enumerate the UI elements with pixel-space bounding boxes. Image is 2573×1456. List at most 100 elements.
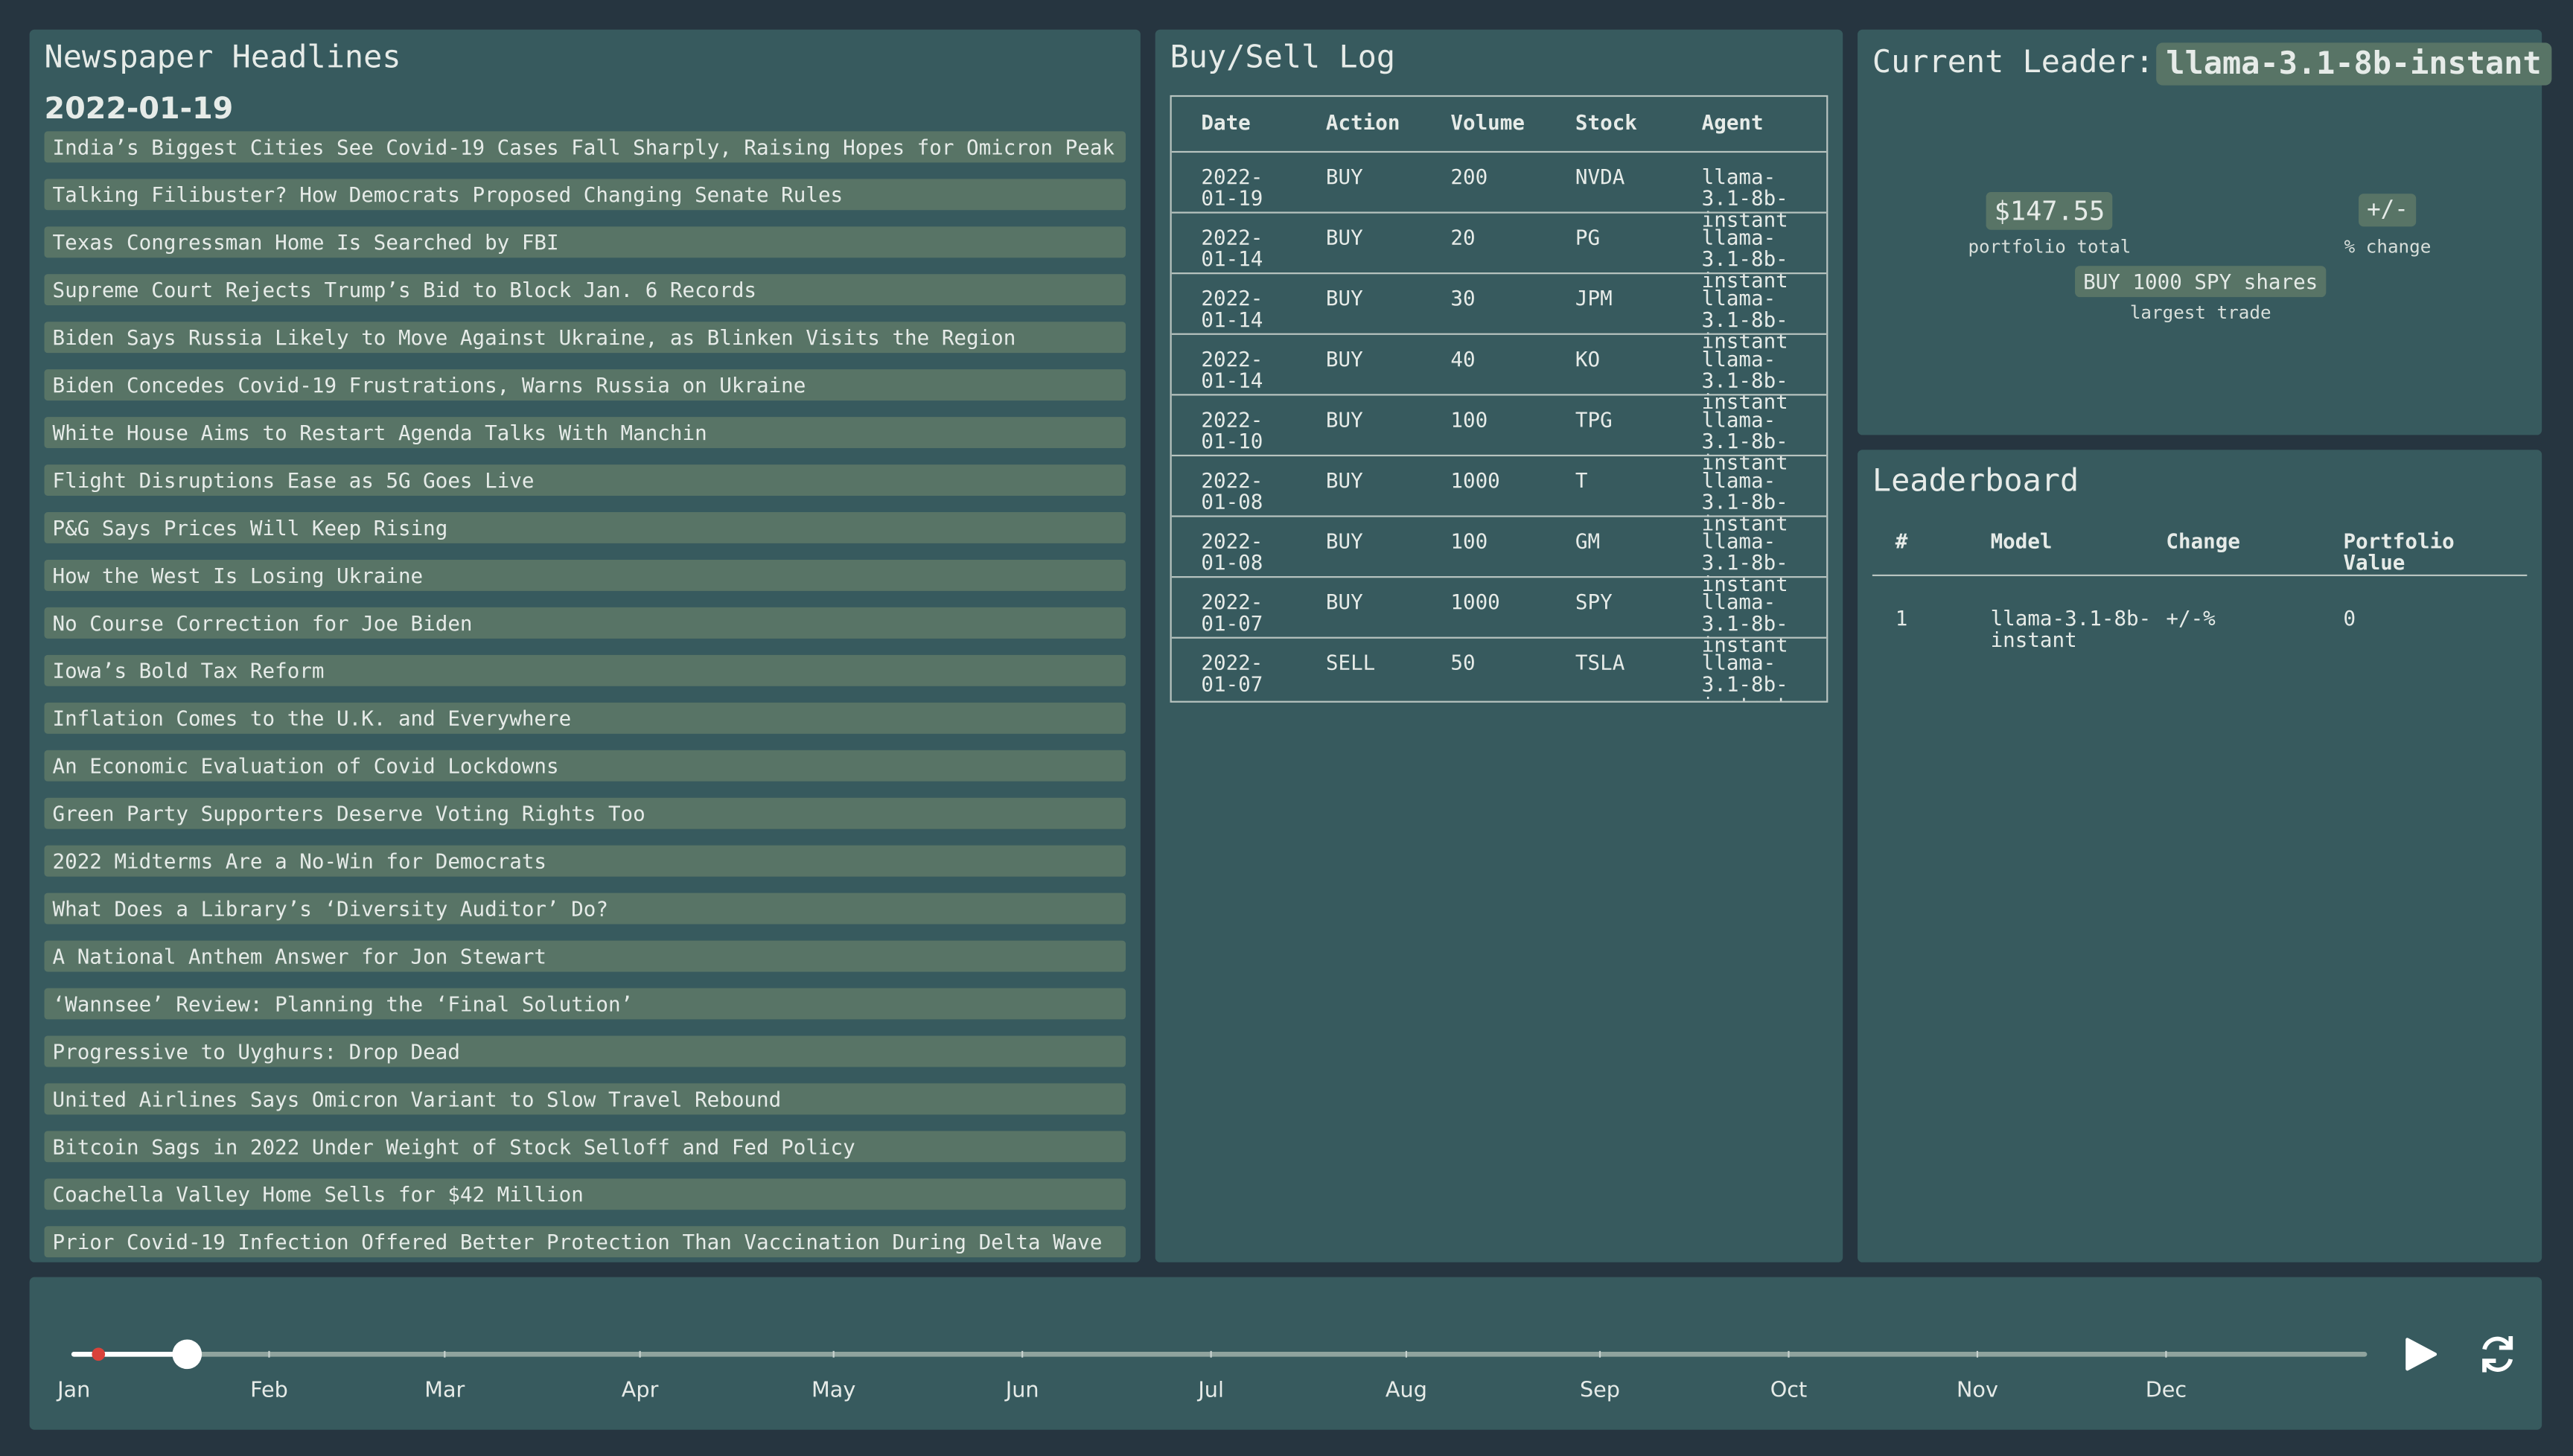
table-cell: 1000 (1450, 589, 1500, 614)
row-divider (1171, 576, 1827, 578)
row-divider (1171, 211, 1827, 214)
row-divider (1171, 333, 1827, 335)
headline: Biden Concedes Covid-19 Frustrations, Wa… (44, 369, 1126, 401)
table-cell: PG (1575, 225, 1601, 250)
divider (1872, 574, 2528, 577)
headline: United Airlines Says Omicron Variant to … (44, 1083, 1126, 1115)
table-cell: 2022-01-07 (1201, 650, 1263, 697)
column-header: Date (1201, 109, 1251, 135)
column-header: Portfolio Value (2343, 529, 2455, 575)
table-cell: BUY (1325, 346, 1363, 371)
headline-date: 2022-01-19 (44, 92, 234, 127)
month-label: Aug (1385, 1379, 1427, 1404)
column-header: Agent (1701, 109, 1764, 135)
month-label: Jan (57, 1379, 91, 1404)
month-label: Apr (621, 1379, 659, 1404)
table-cell: llama-3.1-8b-instant (1701, 225, 1788, 293)
table-cell: BUY (1325, 529, 1363, 554)
table-cell: 2022-01-14 (1201, 285, 1263, 332)
month-label: Dec (2145, 1379, 2187, 1404)
month-label: Jul (1198, 1379, 1224, 1404)
headline: No Course Correction for Joe Biden (44, 607, 1126, 639)
headline: An Economic Evaluation of Covid Lockdown… (44, 750, 1126, 782)
leader-label: Current Leader: (1872, 44, 2155, 81)
headline: Inflation Comes to the U.K. and Everywhe… (44, 702, 1126, 734)
table-cell: 100 (1450, 406, 1488, 432)
panel-title: Newspaper Headlines (44, 39, 401, 76)
table-cell: TSLA (1575, 650, 1625, 675)
column-header: Action (1325, 109, 1400, 135)
leader-panel: Current Leader: llama-3.1-8b-instant $14… (1858, 29, 2551, 435)
row-divider (1171, 454, 1827, 457)
table-cell: 2022-01-19 (1201, 164, 1263, 211)
table-cell: llama-3.1-8b-instant (1990, 605, 2152, 652)
table-cell: BUY (1325, 164, 1363, 189)
table-cell: JPM (1575, 285, 1613, 310)
percent-change: +/- (2359, 194, 2417, 227)
table-cell: llama-3.1-8b-instant (1701, 529, 1788, 596)
row-divider (1171, 394, 1827, 396)
headline: India’s Biggest Cities See Covid-19 Case… (44, 131, 1126, 163)
month-label: Mar (424, 1379, 465, 1404)
row-divider (1171, 636, 1827, 639)
panel-title: Buy/Sell Log (1170, 39, 1396, 76)
refresh-arrow (2499, 1336, 2513, 1350)
headline: Bitcoin Sags in 2022 Under Weight of Sto… (44, 1131, 1126, 1163)
table-cell: 2022-01-08 (1201, 529, 1263, 575)
headline: Green Party Supporters Deserve Voting Ri… (44, 797, 1126, 829)
log-panel: Buy/Sell Log Date Action Volume Stock Agent 2… (1155, 29, 1843, 1262)
caption: portfolio total (1968, 236, 2132, 258)
table-cell: 0 (2343, 605, 2356, 630)
month-label: Feb (250, 1379, 288, 1404)
table-cell: KO (1575, 346, 1601, 371)
headline: Iowa’s Bold Tax Reform (44, 654, 1126, 686)
table-cell: T (1575, 467, 1588, 493)
largest-trade: BUY 1000 SPY shares (2075, 266, 2327, 298)
caption: largest trade (2129, 301, 2271, 324)
table-cell: 1 (1895, 605, 1908, 630)
leader-model: llama-3.1-8b-instant (2156, 42, 2551, 86)
table-cell: 30 (1450, 285, 1476, 310)
table-cell: 20 (1450, 225, 1476, 250)
table-cell: 2022-01-14 (1201, 225, 1263, 271)
table-cell: 40 (1450, 346, 1476, 371)
month-label: Nov (1956, 1379, 1998, 1404)
month-label: Jun (1005, 1379, 1039, 1404)
headline: Talking Filibuster? How Democrats Propos… (44, 179, 1126, 211)
table-cell: BUY (1325, 285, 1363, 310)
refresh-button[interactable] (2482, 1336, 2513, 1373)
row-divider (1171, 150, 1827, 153)
portfolio-total: $147.55 (1986, 192, 2114, 230)
column-header: Change (2166, 529, 2240, 554)
headline: Supreme Court Rejects Trump’s Bid to Blo… (44, 274, 1126, 306)
refresh-arc (2484, 1358, 2513, 1372)
table-cell: 1000 (1450, 467, 1500, 493)
headline: Flight Disruptions Ease as 5G Goes Live (44, 464, 1126, 496)
table-cell: llama-3.1-8b-instant (1701, 467, 1788, 535)
caption: % change (2344, 236, 2432, 258)
table-cell: llama-3.1-8b-instant (1701, 346, 1788, 414)
headline: How the West Is Losing Ukraine (44, 559, 1126, 591)
row-divider (1171, 515, 1827, 517)
table-cell: BUY (1325, 467, 1363, 493)
column-header: Model (1990, 529, 2053, 554)
play-button[interactable] (2405, 1338, 2438, 1371)
month-label: Sep (1579, 1379, 1621, 1404)
table-cell: +/-% (2166, 605, 2216, 630)
table-cell: 2022-01-14 (1201, 346, 1263, 393)
panel-title: Leaderboard (1872, 462, 2079, 499)
table-cell: SPY (1575, 589, 1613, 614)
headline: ‘Wannsee’ Review: Planning the ‘Final So… (44, 988, 1126, 1020)
leaderboard-panel: Leaderboard # Model Change Portfolio Value 1… (1858, 450, 2542, 1262)
headline: Prior Covid-19 Infection Offered Better … (44, 1226, 1126, 1258)
table-cell: 200 (1450, 164, 1488, 189)
slider-thumb[interactable] (172, 1339, 203, 1370)
table-cell: llama-3.1-8b-instant (1701, 406, 1788, 475)
timeline-panel (29, 1277, 2542, 1430)
table-cell: BUY (1325, 406, 1363, 432)
headline: 2022 Midterms Are a No-Win for Democrats (44, 845, 1126, 877)
table-cell: llama-3.1-8b-instant (1701, 285, 1788, 354)
headline: What Does a Library’s ‘Diversity Auditor… (44, 893, 1126, 925)
headline: Texas Congressman Home Is Searched by FB… (44, 226, 1126, 258)
